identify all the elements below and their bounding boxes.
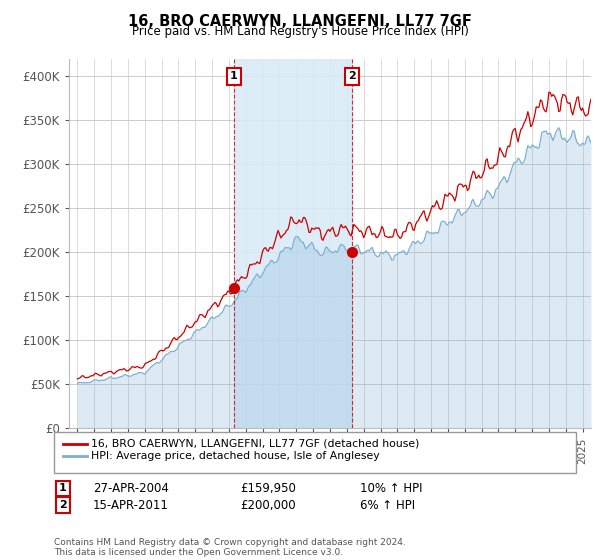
Text: HPI: Average price, detached house, Isle of Anglesey: HPI: Average price, detached house, Isle… xyxy=(91,451,380,461)
Text: 15-APR-2011: 15-APR-2011 xyxy=(93,498,169,512)
Text: 1: 1 xyxy=(59,483,67,493)
Text: 27-APR-2004: 27-APR-2004 xyxy=(93,482,169,495)
Text: Price paid vs. HM Land Registry's House Price Index (HPI): Price paid vs. HM Land Registry's House … xyxy=(131,25,469,38)
Text: 16, BRO CAERWYN, LLANGEFNI, LL77 7GF: 16, BRO CAERWYN, LLANGEFNI, LL77 7GF xyxy=(128,14,472,29)
Text: 6% ↑ HPI: 6% ↑ HPI xyxy=(360,498,415,512)
Text: £159,950: £159,950 xyxy=(240,482,296,495)
Text: 2: 2 xyxy=(348,71,356,81)
Text: Contains HM Land Registry data © Crown copyright and database right 2024.
This d: Contains HM Land Registry data © Crown c… xyxy=(54,538,406,557)
Text: 1: 1 xyxy=(230,71,238,81)
Text: 10% ↑ HPI: 10% ↑ HPI xyxy=(360,482,422,495)
Bar xyxy=(234,59,352,428)
Text: 16, BRO CAERWYN, LLANGEFNI, LL77 7GF (detached house): 16, BRO CAERWYN, LLANGEFNI, LL77 7GF (de… xyxy=(91,438,419,449)
Text: 2: 2 xyxy=(59,500,67,510)
Text: £200,000: £200,000 xyxy=(240,498,296,512)
